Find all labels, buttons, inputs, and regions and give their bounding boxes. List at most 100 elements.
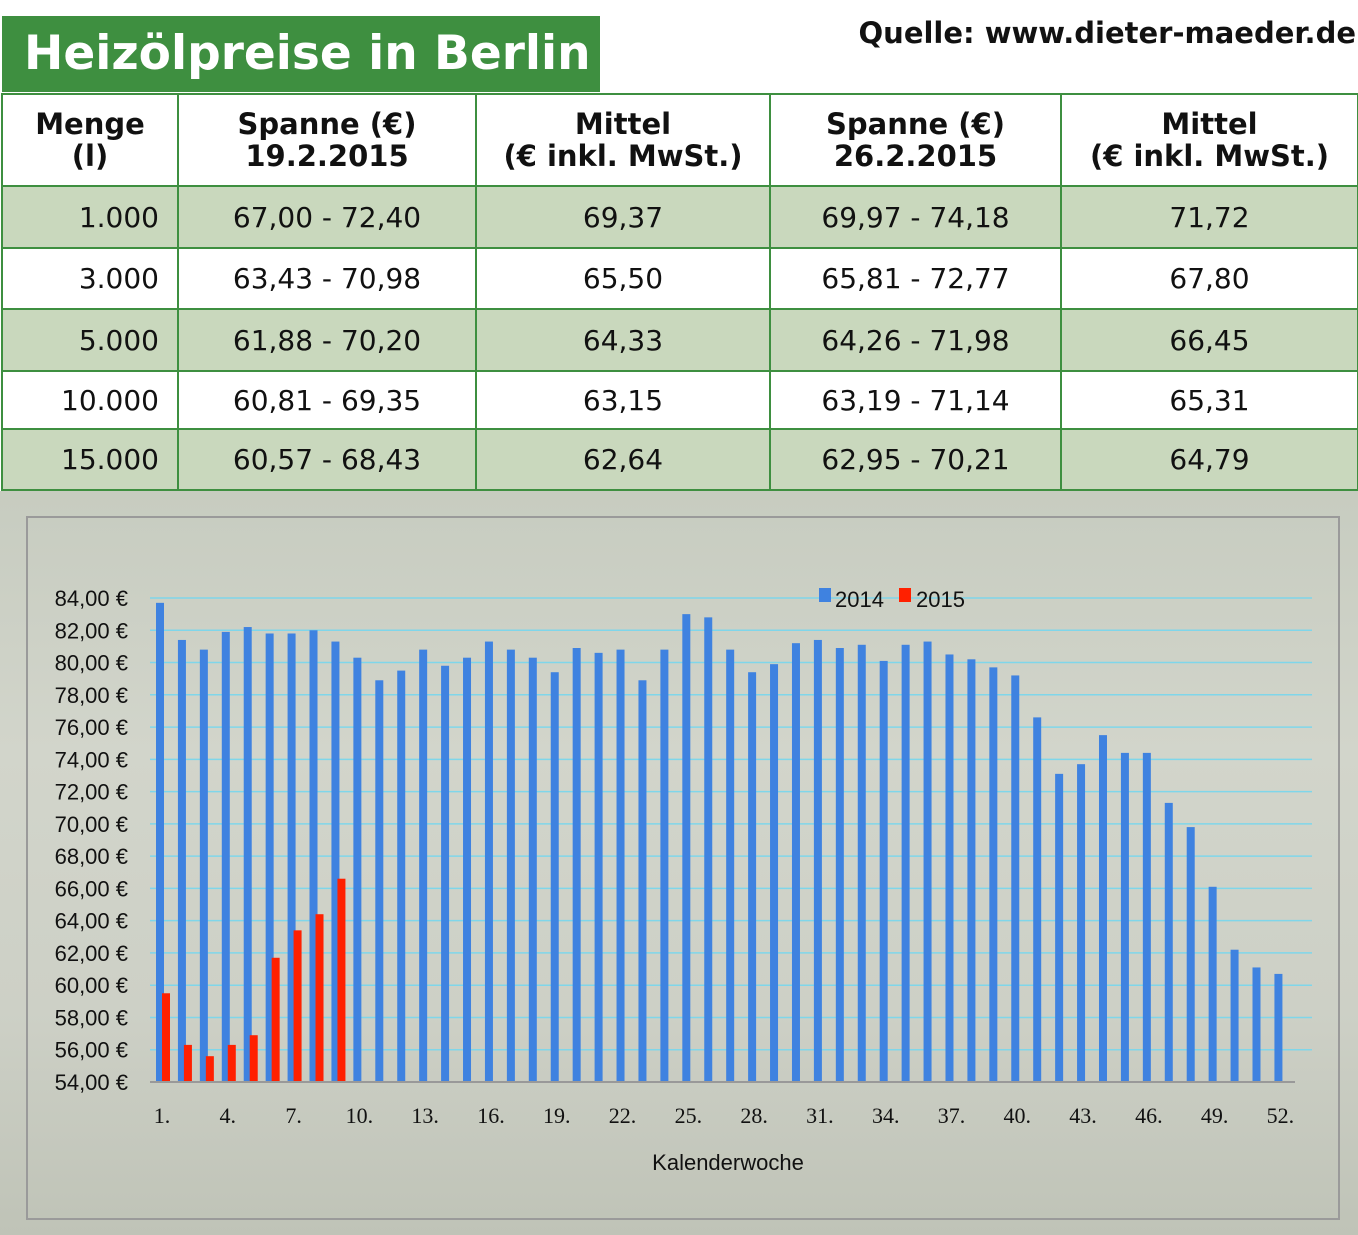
bar-2015-week-5 — [249, 1035, 258, 1082]
x-tick-label: 46. — [1135, 1103, 1163, 1128]
bar-2015-week-7 — [293, 930, 302, 1082]
column-header-line1: Mittel — [574, 107, 672, 141]
table-cell: 64,26 - 71,98 — [769, 308, 1062, 372]
bar-2014-week-21 — [594, 652, 603, 1082]
x-tick-label: 49. — [1201, 1103, 1229, 1128]
bar-2014-week-39 — [989, 667, 998, 1082]
table-cell: 63,15 — [475, 370, 771, 430]
bar-2014-week-46 — [1142, 752, 1151, 1082]
table-cell: 67,00 - 72,40 — [177, 185, 477, 249]
legend-label-2014: 2014 — [835, 587, 884, 612]
y-tick-label: 62,00 € — [55, 941, 128, 966]
table-row: 1.000 67,00 - 72,40 69,37 69,97 - 74,18 … — [1, 185, 1358, 249]
column-header-line2: (l) — [71, 139, 109, 173]
legend-swatch-2014 — [819, 588, 831, 602]
chart-frame — [26, 516, 1340, 1220]
table-cell: 67,80 — [1060, 247, 1358, 310]
bar-2014-week-12 — [397, 670, 406, 1082]
column-header-line1: Mittel — [1161, 107, 1258, 141]
bar-2015-week-3 — [205, 1056, 214, 1082]
x-tick-label: 19. — [543, 1103, 571, 1128]
table-cell: 61,88 - 70,20 — [177, 308, 477, 372]
table-cell: 66,45 — [1060, 308, 1358, 372]
bar-2014-week-34 — [879, 660, 888, 1082]
x-tick-label: 4. — [220, 1103, 237, 1128]
y-tick-label: 54,00 € — [55, 1070, 128, 1095]
bar-2014-week-6 — [265, 633, 274, 1082]
table-cell: 64,33 — [475, 308, 771, 372]
bar-2014-week-24 — [660, 649, 669, 1082]
bar-2014-week-37 — [945, 654, 954, 1082]
y-tick-label: 82,00 € — [55, 618, 128, 643]
bar-2015-week-4 — [227, 1044, 236, 1082]
bar-2015-week-6 — [271, 957, 280, 1082]
table-cell: 65,81 - 72,77 — [769, 247, 1062, 310]
column-header-line2: (€ inkl. MwSt.) — [503, 139, 743, 173]
table-row: 5.000 61,88 - 70,20 64,33 64,26 - 71,98 … — [1, 308, 1358, 372]
bar-2014-week-7 — [287, 633, 296, 1082]
column-header-line1: Spanne (€) — [826, 107, 1005, 141]
bar-2014-week-14 — [441, 665, 450, 1082]
y-tick-label: 68,00 € — [55, 844, 128, 869]
y-tick-label: 76,00 € — [55, 715, 128, 740]
price-table: Menge (l) Spanne (€) 19.2.2015 Mittel (€ in… — [1, 93, 1358, 491]
bar-2014-week-3 — [199, 649, 208, 1082]
bar-2014-week-8 — [309, 630, 318, 1082]
bar-2014-week-33 — [857, 644, 866, 1082]
bar-2014-week-17 — [506, 649, 515, 1082]
table-cell: 5.000 — [1, 308, 179, 372]
column-header-line2: 26.2.2015 — [833, 139, 998, 173]
bar-chart: 54,00 € 56,00 € 58,00 € 60,00 € 62,00 € 64,00… — [55, 586, 1312, 1175]
bar-2014-week-45 — [1120, 752, 1129, 1082]
table-row: 15.000 60,57 - 68,43 62,64 62,95 - 70,21… — [1, 428, 1358, 491]
bar-2014-week-31 — [813, 639, 822, 1082]
bar-2014-week-13 — [419, 649, 428, 1082]
bar-2014-week-42 — [1055, 773, 1064, 1082]
x-tick-label: 31. — [806, 1103, 834, 1128]
title-banner: Heizölpreise in Berlin — [2, 16, 600, 92]
x-tick-label: 22. — [609, 1103, 637, 1128]
y-tick-label: 74,00 € — [55, 747, 128, 772]
table-cell: 65,31 — [1060, 370, 1358, 430]
table-cell: 69,97 - 74,18 — [769, 185, 1062, 249]
bar-2014-week-27 — [726, 649, 735, 1082]
column-header: Mittel (€ inkl. MwSt.) — [1060, 93, 1358, 187]
bar-2015-week-8 — [315, 914, 324, 1082]
table-cell: 1.000 — [1, 185, 179, 249]
table-header-row: Menge (l) Spanne (€) 19.2.2015 Mittel (€ in… — [1, 93, 1358, 187]
bar-2014-week-19 — [550, 672, 559, 1082]
bar-2014-week-20 — [572, 648, 581, 1082]
x-tick-label: 40. — [1004, 1103, 1032, 1128]
bar-2014-week-48 — [1186, 827, 1195, 1082]
table-cell: 10.000 — [1, 370, 179, 430]
bar-2014-week-30 — [791, 643, 800, 1082]
column-header: Spanne (€) 19.2.2015 — [177, 93, 477, 187]
x-axis-label: Kalenderwoche — [652, 1150, 804, 1175]
bar-2014-week-4 — [221, 631, 230, 1082]
x-axis-ticks: 1. 4. 7. 10. 13. 16. 19. 22. 25. 28. 31. 34. 37. 40. 4… — [154, 1103, 1294, 1128]
column-header: Spanne (€) 26.2.2015 — [769, 93, 1062, 187]
y-tick-label: 72,00 € — [55, 780, 128, 805]
x-tick-label: 34. — [872, 1103, 900, 1128]
column-header-line2: 19.2.2015 — [245, 139, 409, 173]
bar-2014-week-1 — [156, 602, 164, 1082]
y-tick-label: 56,00 € — [55, 1038, 128, 1063]
y-tick-label: 66,00 € — [55, 876, 128, 901]
table-cell: 64,79 — [1060, 428, 1358, 491]
x-tick-label: 28. — [740, 1103, 768, 1128]
bar-2014-week-41 — [1033, 717, 1042, 1082]
column-header: Mittel (€ inkl. MwSt.) — [475, 93, 771, 187]
table-cell: 69,37 — [475, 185, 771, 249]
bar-2014-week-22 — [616, 649, 625, 1082]
table-cell: 15.000 — [1, 428, 179, 491]
bar-2014-week-40 — [1011, 675, 1020, 1082]
bar-2014-week-15 — [463, 657, 472, 1082]
source-label: Quelle: www.dieter-maeder.de — [858, 16, 1356, 50]
bar-2014-week-16 — [484, 641, 493, 1082]
bar-2014-week-29 — [770, 664, 779, 1082]
page-title: Heizölpreise in Berlin — [24, 26, 591, 81]
bar-2014-week-49 — [1208, 886, 1217, 1082]
bar-2015-week-1 — [162, 993, 170, 1082]
x-tick-label: 37. — [938, 1103, 966, 1128]
bar-2014-week-18 — [528, 657, 537, 1082]
